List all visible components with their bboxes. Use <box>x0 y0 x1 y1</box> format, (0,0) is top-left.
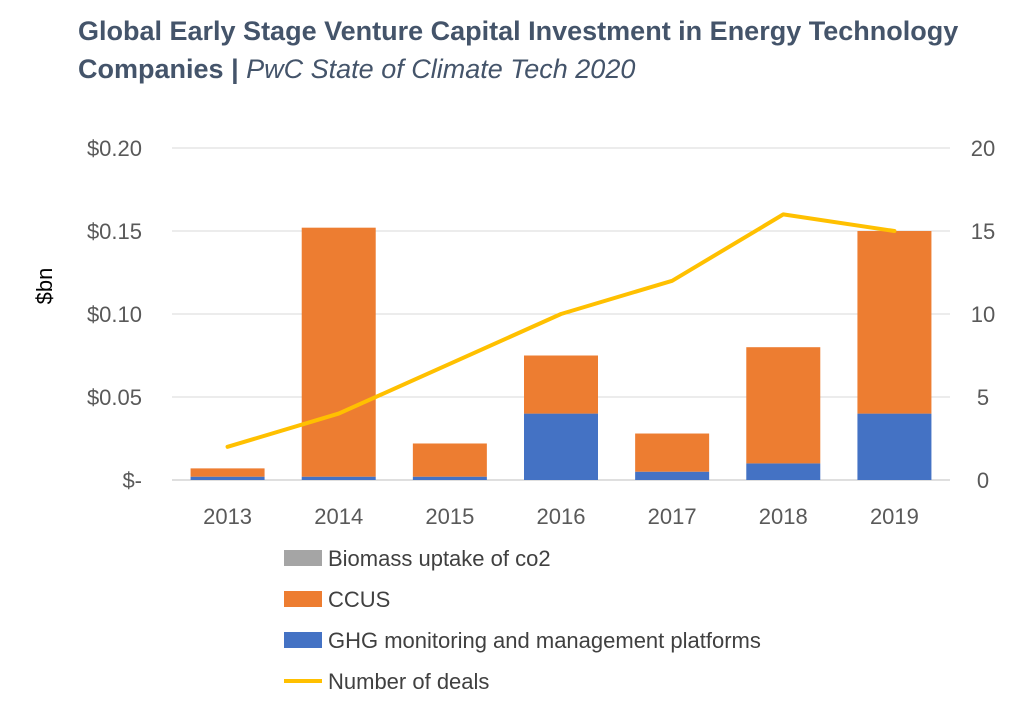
x-tick-label: 2013 <box>203 504 252 529</box>
y2-tick-label: 10 <box>971 302 995 327</box>
bar-ghg-monitoring-and-management-platforms-2016 <box>524 413 598 480</box>
bar-ghg-monitoring-and-management-platforms-2019 <box>857 413 932 480</box>
bar-ghg-monitoring-and-management-platforms-2014 <box>301 476 376 480</box>
point-number-of-deals-2019 <box>893 230 895 232</box>
legend-label-number-of-deals: Number of deals <box>328 669 489 694</box>
y-tick-label: $- <box>122 468 142 493</box>
bar-ccus-2019 <box>857 231 932 414</box>
bar-ccus-2016 <box>524 355 598 414</box>
y2-tick-label: 20 <box>971 136 995 161</box>
bar-ccus-2015 <box>412 443 487 477</box>
bar-ccus-2014 <box>301 227 376 477</box>
bar-ccus-2018 <box>746 347 821 464</box>
legend-swatch-biomass-uptake-of-co2 <box>284 550 322 566</box>
legend-label-ccus: CCUS <box>328 587 390 612</box>
point-number-of-deals-2016 <box>560 313 562 315</box>
bar-ghg-monitoring-and-management-platforms-2018 <box>746 463 821 480</box>
x-tick-label: 2019 <box>870 504 919 529</box>
chart-title: Global Early Stage Venture Capital Inves… <box>78 12 1008 88</box>
x-tick-label: 2017 <box>648 504 697 529</box>
y-tick-label: $0.20 <box>87 136 142 161</box>
y-tick-label: $0.15 <box>87 219 142 244</box>
x-tick-label: 2016 <box>537 504 586 529</box>
x-tick-label: 2018 <box>759 504 808 529</box>
y-tick-label: $0.05 <box>87 385 142 410</box>
point-number-of-deals-2015 <box>449 363 451 365</box>
legend-label-biomass-uptake-of-co2: Biomass uptake of co2 <box>328 546 551 571</box>
point-number-of-deals-2014 <box>338 413 340 415</box>
y2-tick-label: 0 <box>977 468 989 493</box>
point-number-of-deals-2018 <box>782 213 784 215</box>
point-number-of-deals-2017 <box>671 280 673 282</box>
bar-ccus-2017 <box>635 433 710 472</box>
y-tick-label: $0.10 <box>87 302 142 327</box>
bar-ghg-monitoring-and-management-platforms-2015 <box>412 476 487 480</box>
title-separator: | <box>231 54 239 84</box>
point-number-of-deals-2013 <box>227 446 229 448</box>
y-axis-title: $bn <box>32 268 57 305</box>
y2-tick-label: 15 <box>971 219 995 244</box>
chart-subtitle: PwC State of Climate Tech 2020 <box>246 54 636 84</box>
legend-swatch-ghg-monitoring-and-management-platforms <box>284 632 322 648</box>
x-tick-label: 2015 <box>425 504 474 529</box>
bar-ccus-2013 <box>190 468 265 477</box>
bar-ghg-monitoring-and-management-platforms-2017 <box>635 471 710 480</box>
legend-label-ghg-monitoring-and-management-platforms: GHG monitoring and management platforms <box>328 628 761 653</box>
legend-swatch-ccus <box>284 591 322 607</box>
chart-title-main: Global Early Stage Venture Capital Inves… <box>78 16 959 84</box>
y2-tick-label: 5 <box>977 385 989 410</box>
x-tick-label: 2014 <box>314 504 363 529</box>
bar-ghg-monitoring-and-management-platforms-2013 <box>190 476 265 480</box>
